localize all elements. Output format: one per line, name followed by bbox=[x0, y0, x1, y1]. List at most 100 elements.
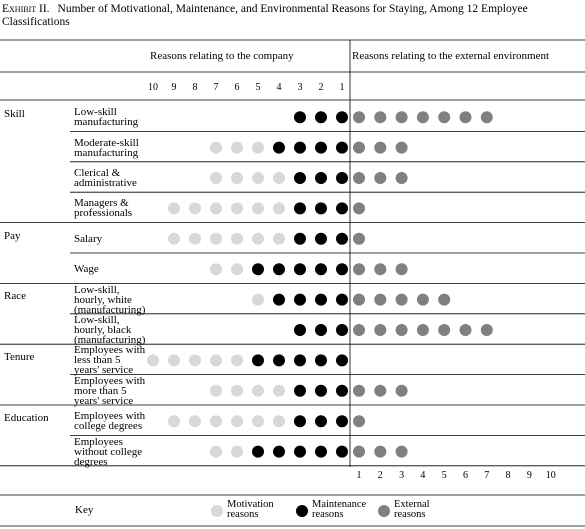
maintenance-dot bbox=[294, 111, 306, 124]
external-dot bbox=[480, 111, 493, 124]
maintenance-dot bbox=[336, 141, 348, 154]
maintenance-dot bbox=[336, 354, 348, 367]
maintenance-dot bbox=[315, 172, 327, 184]
motivation-dot bbox=[210, 141, 222, 154]
scale-number: 2 bbox=[319, 82, 324, 93]
key-dot bbox=[378, 505, 390, 517]
maintenance-dot bbox=[336, 324, 348, 336]
maintenance-dot bbox=[336, 263, 348, 276]
maintenance-dot bbox=[294, 202, 306, 215]
row-label: Wage bbox=[74, 263, 99, 276]
scale-number: 8 bbox=[506, 470, 511, 481]
scale-number: 1 bbox=[357, 470, 362, 481]
external-dot bbox=[374, 445, 387, 458]
maintenance-dot bbox=[315, 354, 327, 367]
external-header: Reasons relating to the external environ… bbox=[352, 50, 550, 62]
maintenance-dot bbox=[315, 232, 327, 245]
external-dot bbox=[395, 111, 408, 124]
motivation-dot bbox=[147, 354, 159, 367]
maintenance-dot bbox=[273, 445, 285, 458]
motivation-dot bbox=[210, 232, 222, 245]
scale-number: 6 bbox=[463, 470, 468, 481]
maintenance-dot bbox=[336, 172, 348, 184]
external-dot bbox=[459, 324, 472, 336]
maintenance-dot bbox=[273, 263, 285, 276]
maintenance-dot bbox=[315, 384, 327, 397]
exhibit-title: Number of Motivational, Maintenance, and… bbox=[2, 3, 528, 28]
external-dot bbox=[353, 263, 365, 276]
external-dot bbox=[416, 293, 429, 306]
maintenance-dot bbox=[273, 354, 285, 367]
scale-number: 4 bbox=[420, 470, 425, 481]
maintenance-dot bbox=[315, 445, 327, 458]
motivation-dot bbox=[252, 141, 264, 154]
motivation-dot bbox=[189, 415, 201, 428]
row-label: Employees without college degrees bbox=[74, 435, 143, 468]
maintenance-dot bbox=[294, 445, 306, 458]
external-dot bbox=[395, 263, 408, 276]
maintenance-dot bbox=[336, 384, 348, 397]
motivation-dot bbox=[168, 202, 180, 215]
key-dot bbox=[211, 505, 223, 517]
maintenance-dot bbox=[315, 141, 327, 154]
row-label: Employees with less than 5 years' servic… bbox=[74, 344, 146, 377]
group-name: Skill bbox=[4, 108, 25, 120]
scale-number: 8 bbox=[193, 82, 198, 93]
motivation-dot bbox=[210, 384, 222, 397]
maintenance-dot bbox=[336, 111, 348, 124]
motivation-dot bbox=[189, 354, 201, 367]
scale-number: 9 bbox=[172, 82, 177, 93]
external-dot bbox=[374, 111, 387, 124]
scale-number: 1 bbox=[340, 82, 345, 93]
maintenance-dot bbox=[252, 445, 264, 458]
external-dot bbox=[374, 172, 387, 184]
motivation-dot bbox=[273, 384, 285, 397]
external-dot bbox=[395, 384, 408, 397]
row-label: Clerical & administrative bbox=[74, 166, 137, 189]
maintenance-dot bbox=[336, 232, 348, 245]
motivation-dot bbox=[252, 293, 264, 306]
maintenance-dot bbox=[294, 354, 306, 367]
motivation-dot bbox=[231, 384, 243, 397]
row-label: Low-skill, hourly, black (manufacturing) bbox=[74, 313, 146, 346]
motivation-dot bbox=[252, 415, 264, 428]
scale-number: 10 bbox=[546, 470, 556, 481]
maintenance-dot bbox=[315, 111, 327, 124]
external-dot bbox=[395, 293, 408, 306]
key-label: External reasons bbox=[394, 499, 430, 520]
row-label: Managers & professionals bbox=[74, 197, 133, 220]
row-label: Salary bbox=[74, 232, 103, 245]
row-label: Employees with more than 5 years' servic… bbox=[74, 374, 146, 407]
external-dot bbox=[438, 324, 451, 336]
external-dot bbox=[353, 293, 365, 306]
key-title: Key bbox=[75, 504, 94, 516]
external-dot bbox=[374, 141, 387, 154]
maintenance-dot bbox=[315, 263, 327, 276]
scale-number: 3 bbox=[399, 470, 404, 481]
motivation-dot bbox=[189, 202, 201, 215]
maintenance-dot bbox=[315, 202, 327, 215]
maintenance-dot bbox=[336, 445, 348, 458]
motivation-dot bbox=[231, 232, 243, 245]
external-dot bbox=[438, 111, 451, 124]
motivation-dot bbox=[210, 415, 222, 428]
motivation-dot bbox=[231, 354, 243, 367]
motivation-dot bbox=[273, 202, 285, 215]
maintenance-dot bbox=[294, 415, 306, 428]
motivation-dot bbox=[273, 172, 285, 184]
motivation-dot bbox=[273, 415, 285, 428]
scale-number: 5 bbox=[256, 82, 261, 93]
external-dot bbox=[480, 324, 493, 336]
external-dot bbox=[374, 263, 387, 276]
row-label: Moderate-skill manufacturing bbox=[74, 136, 139, 159]
group-name: Pay bbox=[4, 229, 21, 242]
external-dot bbox=[416, 324, 429, 336]
motivation-dot bbox=[231, 202, 243, 215]
scale-number: 3 bbox=[298, 82, 303, 93]
motivation-dot bbox=[231, 263, 243, 276]
scale-number: 7 bbox=[214, 82, 219, 93]
scale-number: 6 bbox=[235, 82, 240, 93]
motivation-dot bbox=[252, 172, 264, 184]
